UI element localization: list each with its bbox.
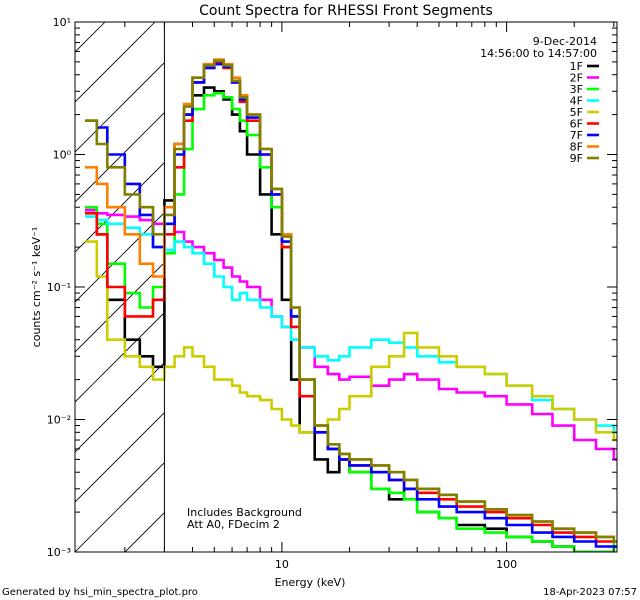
hatch-line <box>375 0 640 552</box>
y-tick-label: 10⁻³ <box>47 546 71 559</box>
hatch-line <box>75 412 165 503</box>
y-axis-label: counts cm⁻² s⁻¹ keV⁻¹ <box>30 227 43 348</box>
hatch-line <box>75 22 156 103</box>
y-tick-label: 10¹ <box>53 16 71 29</box>
footer-timestamp: 18-Apr-2023 07:57 <box>543 587 637 598</box>
hatch-line <box>275 0 640 552</box>
series-line-9F <box>85 59 617 543</box>
x-axis-label: Energy (keV) <box>275 576 346 589</box>
hatch-line <box>75 312 165 403</box>
hatch-line <box>475 0 640 552</box>
time-range-label: 14:56:00 to 14:57:00 <box>480 47 597 60</box>
legend-label: 2F <box>570 72 583 85</box>
x-tick-label: 10 <box>275 558 289 571</box>
hatch-line <box>625 0 640 552</box>
x-tick-label: 100 <box>496 558 517 571</box>
legend-label: 9F <box>570 152 583 165</box>
legend-label: 5F <box>570 106 583 119</box>
y-tick-label: 10⁻¹ <box>47 281 71 294</box>
hatch-line <box>75 362 165 453</box>
footer-generated-by: Generated by hsi_min_spectra_plot.pro <box>2 587 198 598</box>
hatch-line <box>75 22 106 53</box>
chart-title: Count Spectra for RHESSI Front Segments <box>199 3 493 19</box>
hatch-line <box>75 212 165 303</box>
axis-ticks: 10 100 10⁻³ 10⁻² 10⁻¹ 10⁰ 10¹ <box>47 16 617 571</box>
y-tick-label: 10⁰ <box>53 149 72 162</box>
hatch-line <box>425 0 640 552</box>
legend-label: 1F <box>570 60 583 73</box>
legend-label: 3F <box>570 83 583 96</box>
date-label: 9-Dec-2014 <box>533 35 597 48</box>
series-layer <box>85 58 617 552</box>
y-tick-label: 10⁻² <box>47 414 71 427</box>
hatch-line <box>75 262 165 353</box>
series-line-1F <box>85 86 617 552</box>
hatch-line <box>575 0 640 552</box>
excluded-energy-hatch <box>75 0 640 552</box>
annotation-attenuator: Att A0, FDecim 2 <box>187 518 280 531</box>
legend-label: 8F <box>570 141 583 154</box>
series-line-5F <box>85 240 617 442</box>
annotation-background: Includes Background <box>187 506 302 519</box>
legend-label: 7F <box>570 129 583 142</box>
hatch-line <box>75 162 165 253</box>
hatch-line <box>75 62 165 153</box>
legend-label: 4F <box>570 95 583 108</box>
legend-label: 6F <box>570 118 583 131</box>
